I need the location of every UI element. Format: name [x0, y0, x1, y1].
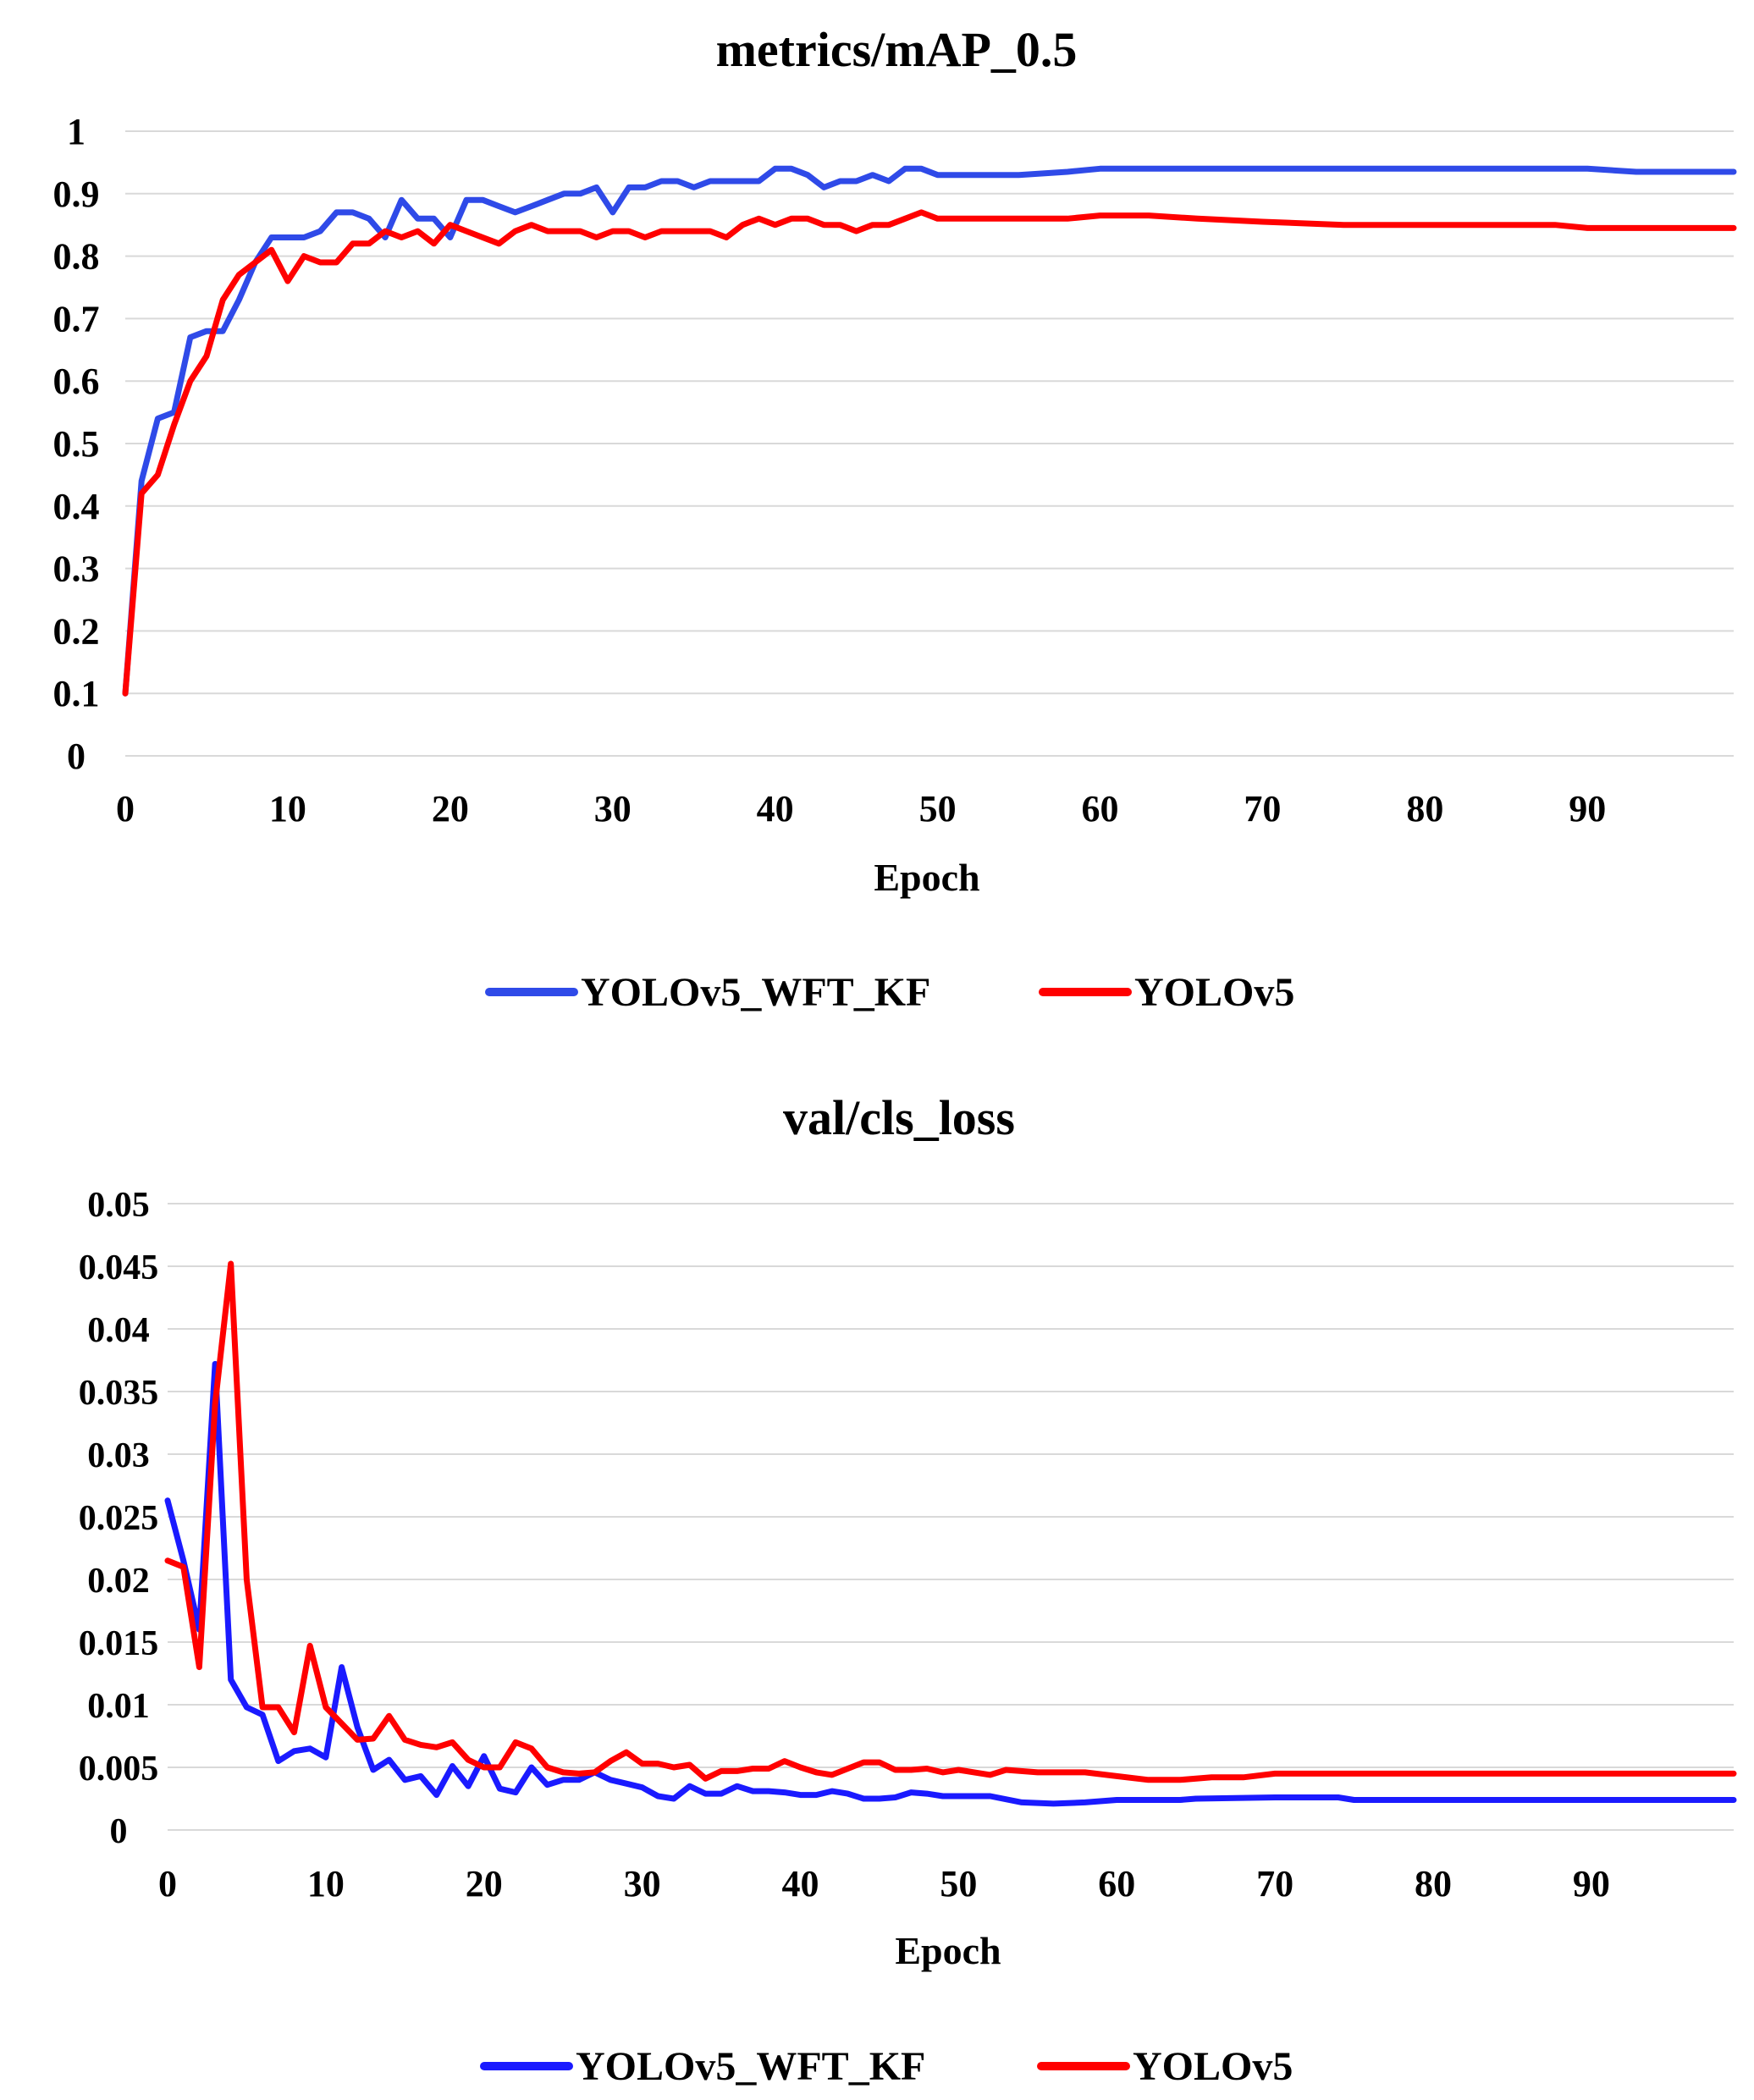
y-tick-label: 0.025 [79, 1499, 159, 1538]
y-tick-label: 0 [67, 736, 85, 777]
y-tick-label: 0.015 [79, 1624, 159, 1663]
y-tick-label: 0.04 [87, 1311, 150, 1350]
y-tick-label: 0.1 [53, 673, 100, 714]
y-tick-label: 0.005 [79, 1750, 159, 1789]
x-tick-label: 90 [1569, 788, 1606, 830]
x-tick-label: 50 [919, 788, 957, 830]
y-tick-label: 0.8 [53, 236, 100, 278]
y-tick-label: 0 [110, 1812, 128, 1851]
y-tick-label: 0.035 [79, 1374, 159, 1413]
y-axis-tick-labels: 0 0.1 0.2 0.3 0.4 0.5 0.6 0.7 0.8 0.9 1 [53, 111, 100, 777]
series-lines [164, 1260, 1737, 1807]
y-tick-label: 1 [67, 111, 85, 152]
x-tick-label: 70 [1244, 788, 1281, 830]
y-tick-label: 0.05 [87, 1186, 150, 1225]
x-tick-label: 80 [1415, 1863, 1452, 1904]
x-tick-label: 60 [1098, 1863, 1135, 1904]
x-tick-label: 30 [594, 788, 632, 830]
y-tick-label: 0.045 [79, 1248, 159, 1287]
y-tick-label: 0.3 [53, 548, 100, 590]
y-tick-label: 0.5 [53, 423, 100, 465]
x-tick-label: 30 [624, 1863, 661, 1904]
y-tick-label: 0.01 [87, 1687, 150, 1726]
y-tick-label: 0.7 [53, 298, 100, 339]
y-axis-tick-labels: 0 0.005 0.01 0.015 0.02 0.025 0.03 0.035 0.04 0.0… [79, 1186, 159, 1851]
x-tick-label: 40 [757, 788, 794, 830]
legend: YOLOv5_WFT_KF YOLOv5 [480, 2044, 1293, 2089]
x-tick-label: 80 [1406, 788, 1443, 830]
series-lines [122, 165, 1737, 697]
x-tick-label: 40 [781, 1863, 819, 1904]
series-line-yolov5-wft-kf [122, 165, 1737, 697]
legend: YOLOv5_WFT_KF YOLOv5 [485, 970, 1294, 1015]
y-tick-label: 0.02 [87, 1562, 150, 1601]
x-tick-label: 50 [940, 1863, 977, 1904]
legend-label-yolov5-wft-kf: YOLOv5_WFT_KF [576, 2044, 925, 2089]
chart-title: val/cls_loss [783, 1090, 1015, 1145]
x-tick-label: 10 [307, 1863, 345, 1904]
chart-val-cls-loss: val/cls_loss 0 0.005 0.01 0.015 0.02 0.025 0.0… [79, 1090, 1737, 2089]
legend-label-yolov5-wft-kf: YOLOv5_WFT_KF [581, 970, 930, 1015]
y-tick-label: 0.03 [87, 1436, 150, 1475]
x-axis-label: Epoch [895, 1929, 1001, 1972]
grid-lines [168, 1203, 1734, 1831]
y-tick-label: 0.6 [53, 361, 100, 402]
x-tick-label: 0 [116, 788, 135, 830]
series-line-yolov5 [122, 209, 1737, 697]
series-line-yolov5-wft-kf [164, 1360, 1737, 1807]
x-axis-label: Epoch [874, 856, 979, 899]
x-tick-label: 0 [158, 1863, 177, 1904]
x-tick-label: 20 [432, 788, 469, 830]
chart-map05: metrics/mAP_0.5 0 0.1 0.2 0.3 0.4 0.5 0.6 0.7 0.… [53, 22, 1737, 1015]
x-tick-label: 60 [1082, 788, 1119, 830]
series-line-yolov5 [164, 1260, 1737, 1783]
x-tick-label: 90 [1573, 1863, 1610, 1904]
y-tick-label: 0.9 [53, 174, 100, 215]
legend-label-yolov5: YOLOv5 [1133, 2044, 1293, 2089]
legend-label-yolov5: YOLOv5 [1134, 970, 1294, 1015]
x-axis-tick-labels: 0 10 20 30 40 50 60 70 80 90 [158, 1863, 1610, 1904]
y-tick-label: 0.4 [53, 486, 100, 527]
grid-lines [125, 130, 1734, 757]
x-tick-label: 70 [1256, 1863, 1293, 1904]
x-axis-tick-labels: 0 10 20 30 40 50 60 70 80 90 [116, 788, 1606, 830]
x-tick-label: 20 [466, 1863, 503, 1904]
x-tick-label: 10 [269, 788, 306, 830]
y-tick-label: 0.2 [53, 610, 100, 652]
chart-title: metrics/mAP_0.5 [716, 22, 1078, 77]
